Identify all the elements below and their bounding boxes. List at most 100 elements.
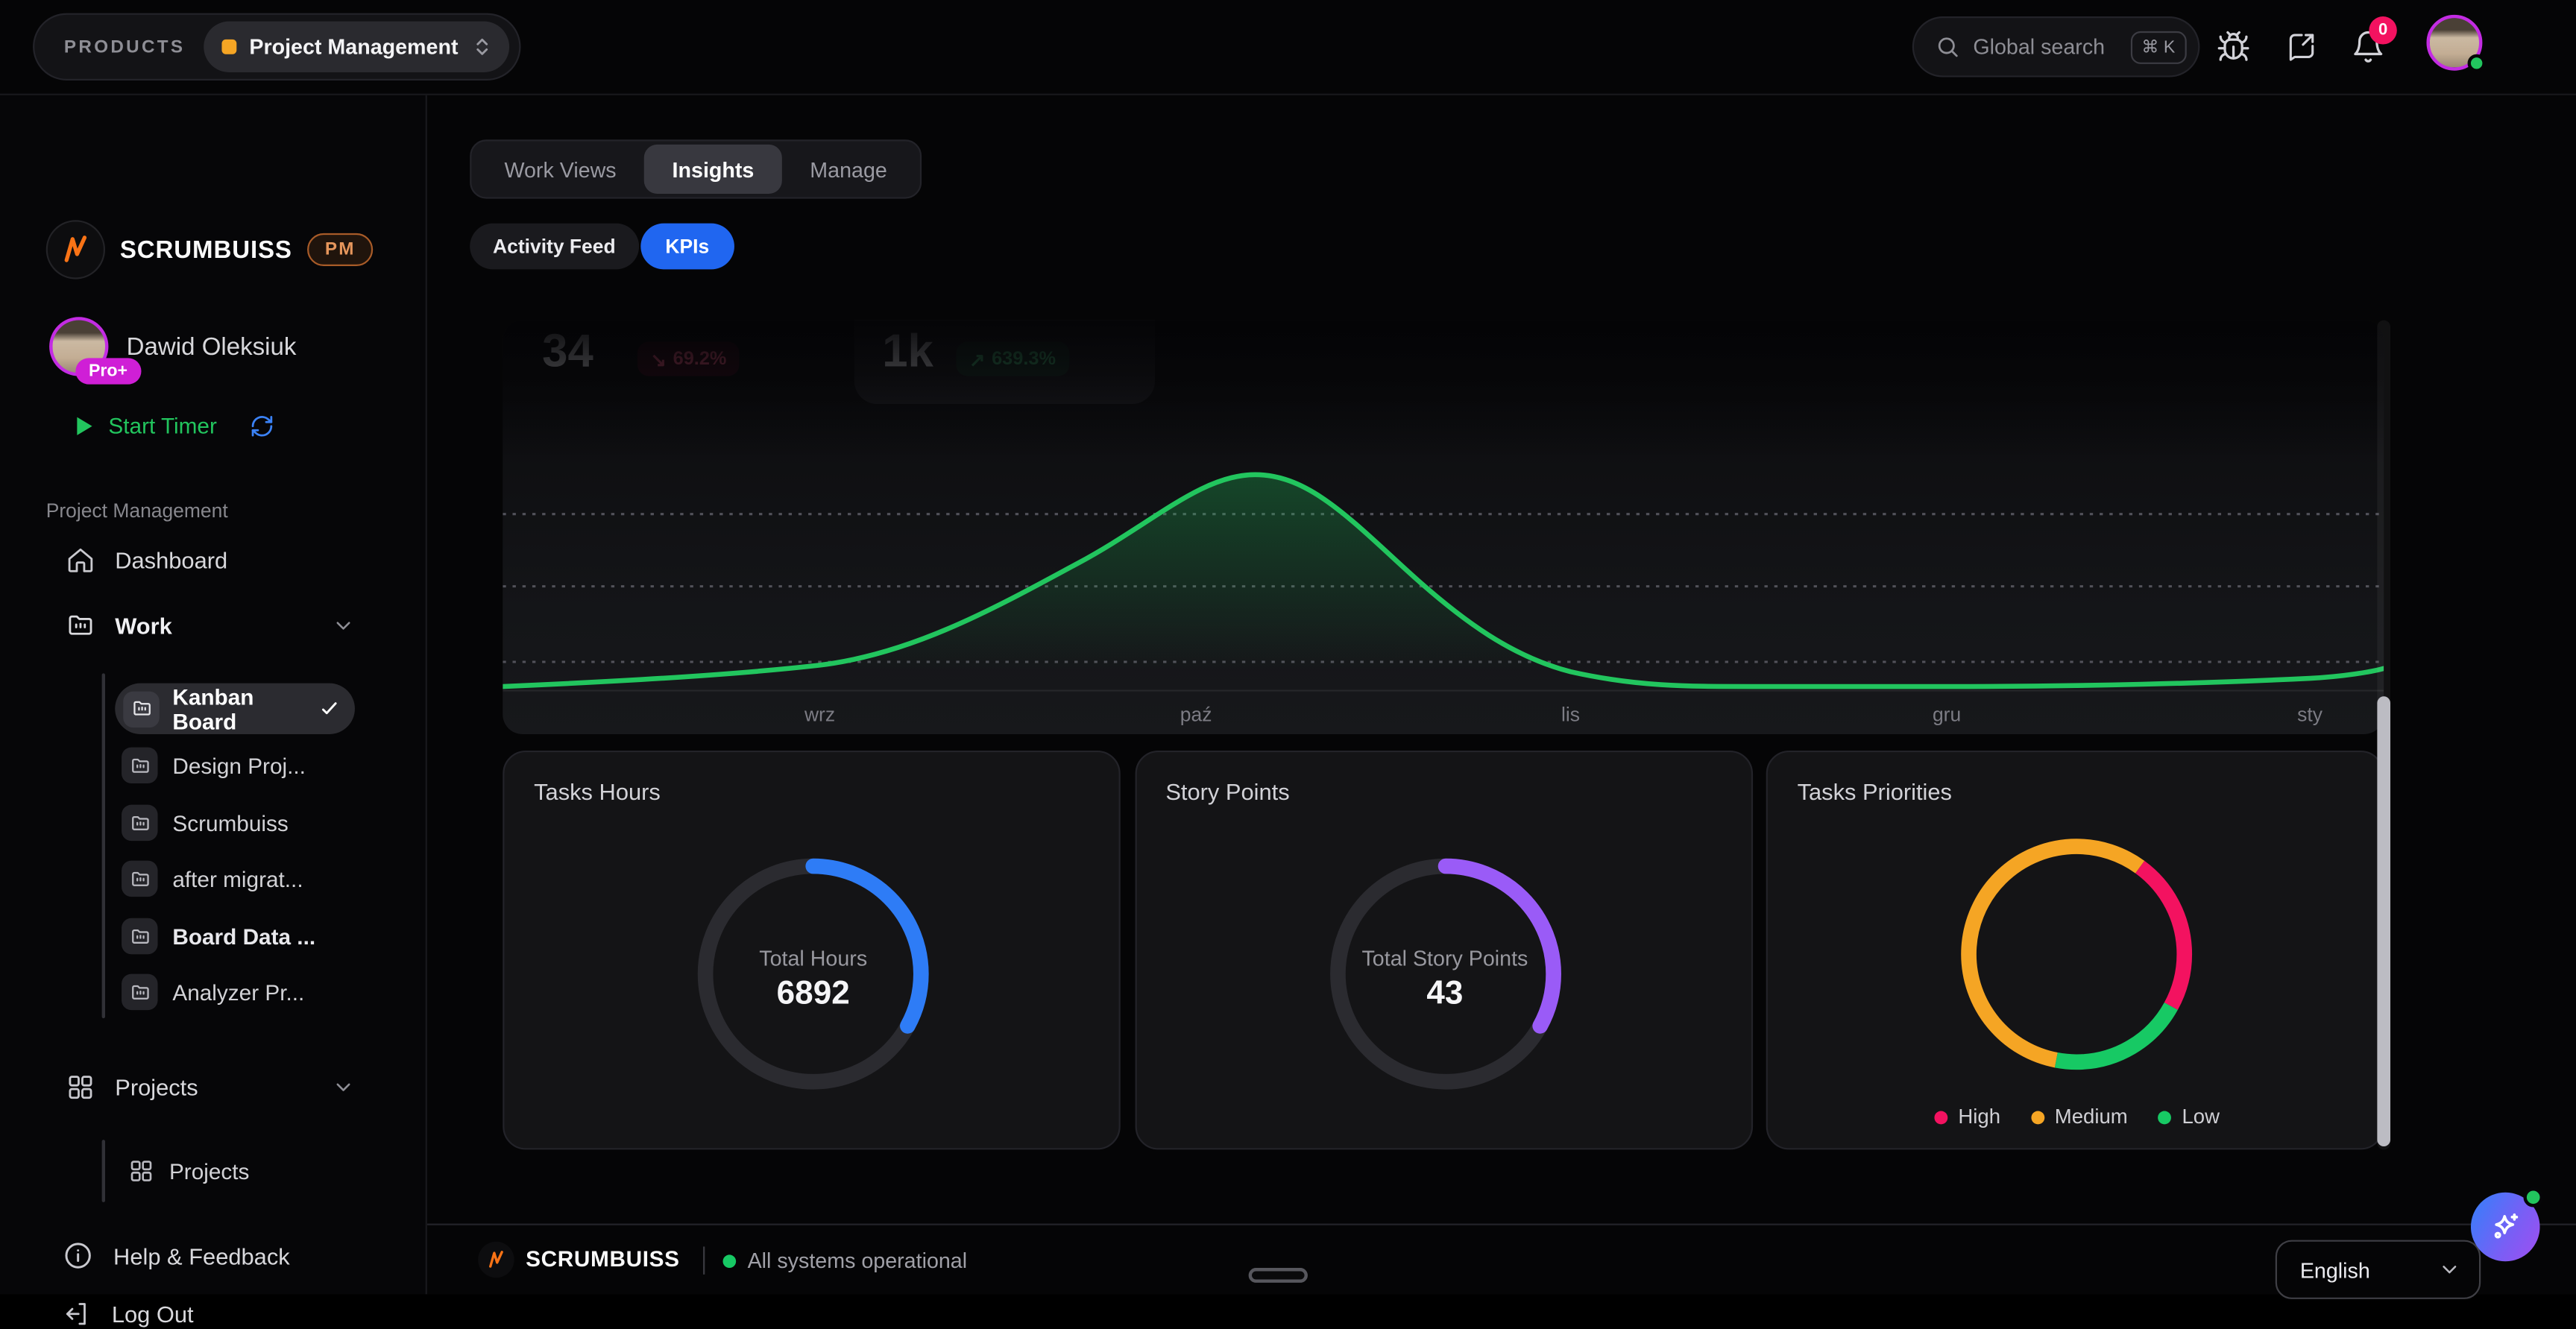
footer-divider — [703, 1246, 705, 1275]
notifications-button[interactable]: 0 — [2351, 16, 2397, 64]
activity-feed-button[interactable]: Activity Feed — [470, 223, 639, 270]
folder-icon-box — [122, 918, 158, 955]
folder-icon-box — [122, 804, 158, 842]
language-select[interactable]: English — [2275, 1240, 2481, 1299]
brand-logo[interactable] — [45, 220, 106, 280]
user-avatar[interactable] — [2426, 14, 2483, 71]
sidebar-item-scrumbuiss[interactable]: Scrumbuiss — [122, 800, 289, 846]
area-fill — [503, 474, 2384, 692]
sidebar-item-dashboard[interactable]: Dashboard — [66, 546, 227, 575]
legend-item-medium: Medium — [2030, 1105, 2128, 1128]
board-data-label: Board Data ... — [172, 924, 316, 949]
sidebar-item-logout[interactable]: Log Out — [63, 1299, 194, 1329]
product-select[interactable]: Project Management — [203, 21, 509, 72]
main-content: Work Views Insights Manage Activity Feed… — [426, 95, 2576, 1224]
bottom-drag-handle[interactable] — [1248, 1268, 1308, 1283]
sidebar-section-label: Project Management — [45, 499, 228, 523]
sidebar-item-kanban-board[interactable]: Kanban Board — [115, 683, 355, 734]
language-label: English — [2299, 1257, 2370, 1282]
stat-value-2: 1k — [882, 325, 933, 376]
trend-up-icon: ↗ — [969, 350, 986, 370]
sidebar-item-analyzer[interactable]: Analyzer Pr... — [122, 969, 304, 1015]
x-tick-lis: lis — [1561, 703, 1580, 725]
projects-tree-line — [101, 1140, 106, 1202]
footer-brand: SCRUMBUISS — [526, 1246, 680, 1272]
bell-icon — [2354, 31, 2383, 63]
tab-insights[interactable]: Insights — [644, 144, 782, 195]
topbar: PRODUCTS Project Management ⌘ K — [0, 0, 2576, 95]
stat-trend-1: ↘ 69.2% — [637, 341, 740, 376]
assistant-status-dot — [2523, 1187, 2543, 1208]
chevron-down-icon — [336, 1083, 350, 1091]
sidebar-item-projects-group[interactable]: Projects — [66, 1073, 355, 1102]
priority-high-segment — [1961, 839, 2193, 1070]
folder-icon — [133, 701, 150, 716]
x-tick-sty: sty — [2297, 703, 2323, 725]
search-input[interactable] — [1973, 34, 2117, 60]
area-chart: wrz paź lis gru sty — [503, 472, 2384, 725]
bug-icon — [2217, 31, 2249, 61]
stat-change-2: 639.3% — [992, 349, 1056, 369]
card-title: Tasks Hours — [534, 778, 661, 805]
logout-label: Log Out — [111, 1301, 194, 1328]
stat-change-1: 69.2% — [673, 349, 727, 369]
bug-report-button[interactable] — [2216, 30, 2250, 64]
scrumbuiss-logo-icon — [489, 1251, 503, 1268]
projects-label: Projects — [169, 1158, 250, 1184]
tasks-hours-donut — [697, 858, 929, 1090]
sync-timer-icon[interactable] — [250, 414, 274, 438]
brand-name: SCRUMBUISS — [119, 236, 292, 264]
tasks-hours-card: Tasks Hours Total Hours 6892 — [503, 750, 1121, 1150]
tab-manage[interactable]: Manage — [810, 157, 887, 182]
grid-icon — [69, 1076, 92, 1099]
start-timer-button[interactable]: Start Timer — [75, 414, 274, 438]
kpis-button[interactable]: KPIs — [640, 223, 734, 270]
folder-icon — [69, 615, 92, 635]
sidebar-item-board-data[interactable]: Board Data ... — [122, 913, 315, 959]
projects-group-label: Projects — [115, 1074, 198, 1101]
sidebar-item-work[interactable]: Work — [66, 611, 355, 641]
trend-down-icon: ↘ — [650, 350, 667, 370]
legend-dot-medium — [2030, 1110, 2044, 1124]
legend-label-high: High — [1958, 1105, 2001, 1128]
play-icon — [77, 417, 92, 435]
sidebar-item-help[interactable]: Help & Feedback — [63, 1240, 290, 1272]
folder-icon — [131, 871, 148, 886]
folder-icon-box — [122, 860, 158, 897]
home-icon — [68, 548, 93, 572]
vertical-scrollbar-thumb[interactable] — [2377, 696, 2391, 1147]
start-timer-label: Start Timer — [108, 414, 217, 439]
check-icon — [322, 702, 337, 715]
ai-assistant-button[interactable] — [2470, 1187, 2543, 1262]
work-tree-line — [101, 673, 106, 1019]
stat-trend-2: ↗ 639.3% — [956, 341, 1069, 376]
pro-plus-badge: Pro+ — [75, 358, 141, 385]
sparkles-icon — [2494, 1213, 2519, 1239]
sidebar-item-projects[interactable]: Projects — [128, 1148, 250, 1194]
feedback-share-button[interactable] — [2285, 30, 2318, 63]
search-shortcut: ⌘ K — [2129, 30, 2187, 63]
legend-dot-high — [1934, 1110, 1948, 1124]
folder-icon — [131, 757, 148, 772]
brand-row: SCRUMBUISS PM — [45, 220, 374, 280]
legend-item-high: High — [1933, 1105, 2000, 1128]
kanban-board-label: Kanban Board — [172, 684, 254, 733]
product-switcher[interactable]: PRODUCTS Project Management — [33, 13, 521, 81]
sidebar-item-after-migrat[interactable]: after migrat... — [122, 856, 303, 902]
sidebar-item-design-proj[interactable]: Design Proj... — [122, 742, 306, 789]
grid-icon — [130, 1161, 152, 1181]
x-tick-gru: gru — [1933, 703, 1961, 725]
tasks-priorities-card: Tasks Priorities High Medium Low — [1766, 750, 2384, 1150]
folder-icon — [131, 928, 148, 943]
tab-work-views[interactable]: Work Views — [504, 157, 617, 182]
global-search[interactable]: ⌘ K — [1912, 16, 2200, 78]
x-tick-paz: paź — [1180, 703, 1212, 725]
x-tick-wrz: wrz — [804, 703, 835, 725]
search-icon — [1938, 37, 1958, 57]
system-status-text: All systems operational — [747, 1248, 968, 1273]
folder-icon-box — [122, 973, 158, 1011]
select-updown-icon — [476, 38, 488, 55]
priority-medium-segment — [1961, 839, 2193, 1070]
sidebar: SCRUMBUISS PM Dawid Oleksiuk Pro+ Start … — [0, 95, 427, 1327]
